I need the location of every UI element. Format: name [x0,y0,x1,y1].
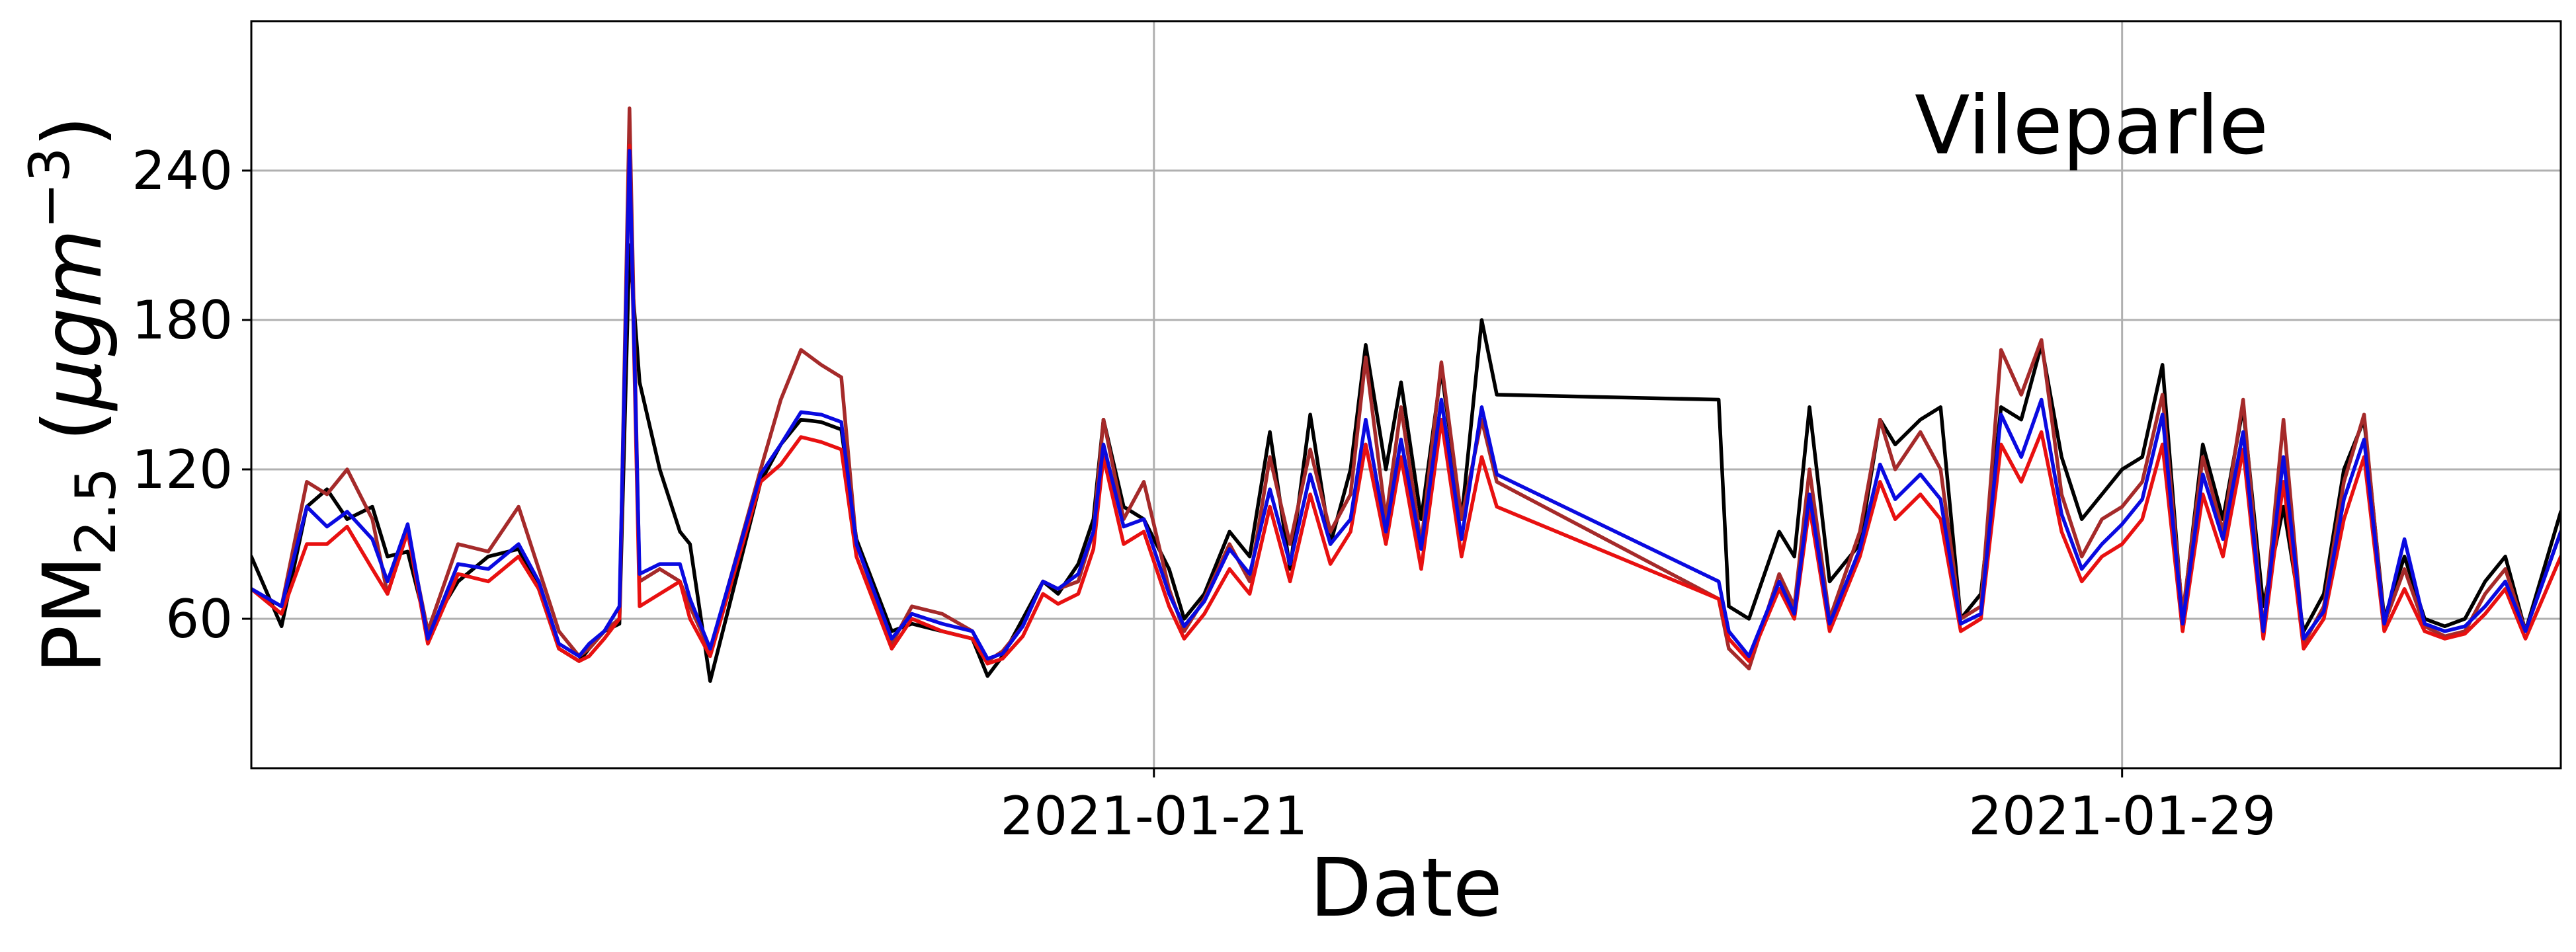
plot-frame [250,20,2562,770]
series-layer [251,106,2561,683]
y-label-open: ( [26,410,120,467]
axis-ticks: 60 120 180 240 2021-01-21 2021-01-29 [132,140,2276,847]
y-label-unit: μgm [26,229,120,411]
x-tick-label: 2021-01-21 [1000,785,1308,847]
y-label-exponent: −3 [17,147,82,229]
y-tick-label: 240 [132,140,233,202]
y-label-base: PM [26,555,120,674]
y-axis-label: PM2.5 (μgm−3) [17,116,128,674]
x-axis-label: Date [1309,841,1503,935]
y-label-subscript: 2.5 [63,467,128,556]
station-annotation: Vileparle [1915,79,2268,173]
y-tick-label: 60 [165,588,233,650]
series-line-blue [251,149,2561,661]
y-tick-label: 180 [132,290,233,351]
x-tick-label: 2021-01-29 [1968,785,2276,847]
y-tick-label: 120 [132,439,233,500]
y-label-close: ) [26,116,120,147]
